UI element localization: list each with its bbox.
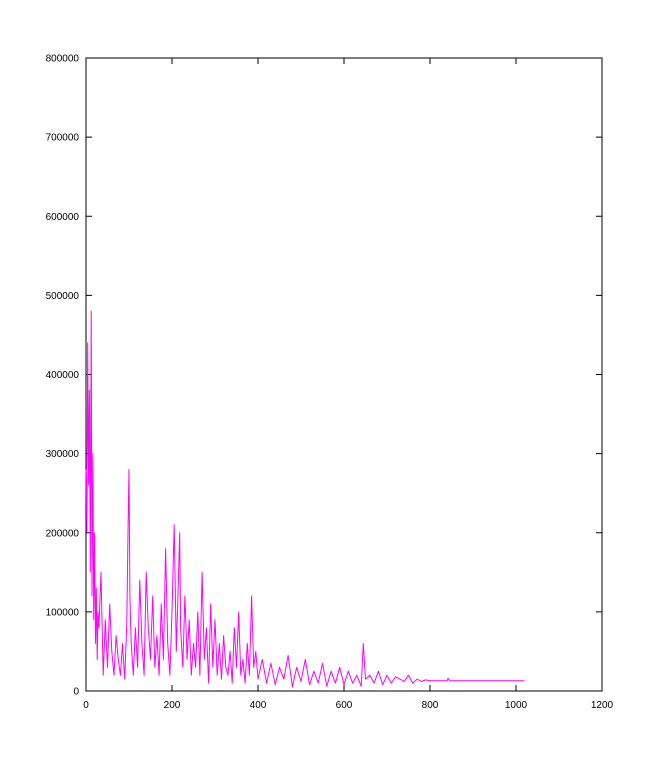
y-axis: 0 100000 200000 300000 400000 500000 600000 700… — [46, 54, 602, 698]
y-tick-label: 300000 — [46, 449, 80, 460]
x-tick-label: 400 — [250, 700, 267, 711]
y-tick-label: 200000 — [46, 528, 80, 539]
y-tick-label: 500000 — [46, 291, 80, 302]
y-tick-label: 600000 — [46, 212, 80, 223]
x-tick-label: 1000 — [505, 700, 528, 711]
y-tick-label: 400000 — [46, 370, 80, 381]
x-axis: 0 200 400 600 800 1000 1200 — [83, 58, 614, 711]
plot-frame — [85, 57, 603, 692]
series-line — [85, 310, 525, 688]
y-tick-label: 100000 — [46, 607, 80, 618]
x-tick-label: 600 — [336, 700, 353, 711]
x-tick-label: 0 — [83, 700, 89, 711]
x-tick-label: 200 — [164, 700, 181, 711]
y-tick-label: 700000 — [46, 133, 80, 144]
series-layer — [85, 310, 525, 688]
x-tick-label: 800 — [422, 700, 439, 711]
y-tick-label: 800000 — [46, 54, 80, 65]
y-tick-label: 0 — [73, 687, 79, 698]
x-tick-label: 1200 — [591, 700, 614, 711]
